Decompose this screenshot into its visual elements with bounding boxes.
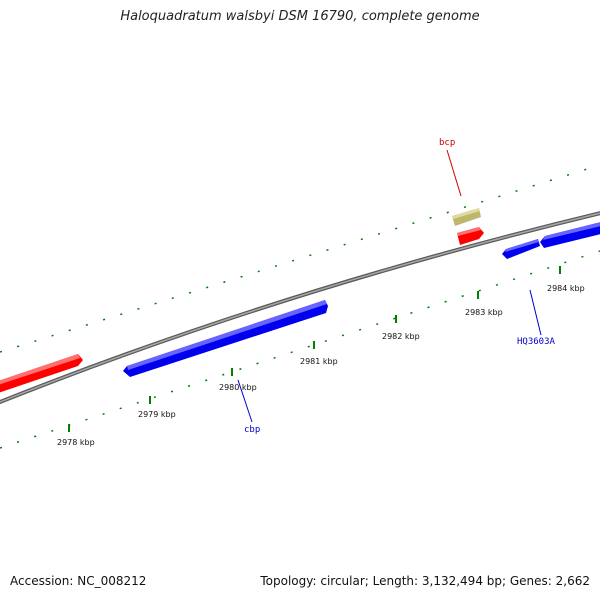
accession-text: Accession: NC_008212: [10, 574, 147, 588]
major-ticks: [68, 266, 561, 432]
tick-label-2978: 2978 kbp: [57, 438, 95, 447]
hq3603a-connector: [529, 289, 542, 336]
gene-cbp[interactable]: [123, 300, 328, 377]
map-title: Haloquadratum walsbyi DSM 16790, complet…: [120, 9, 480, 24]
bcp-connector: [446, 149, 462, 197]
gene-other[interactable]: [452, 208, 481, 226]
tick-label-2983: 2983 kbp: [465, 308, 503, 317]
gene-label-hq3603a: HQ3603A: [517, 337, 556, 347]
genome-summary-text: Topology: circular; Length: 3,132,494 bp…: [260, 574, 590, 588]
genome-backbone-highlight: [0, 212, 600, 403]
genome-backbone: [0, 211, 600, 405]
tick-label-2980: 2980 kbp: [219, 383, 257, 392]
lower-tick-row: [0, 250, 600, 449]
gene-forward-left[interactable]: [0, 354, 83, 394]
gene-bcp[interactable]: [457, 227, 484, 245]
tick-label-2979: 2979 kbp: [138, 410, 176, 419]
tick-label-2982: 2982 kbp: [382, 332, 420, 341]
upper-tick-row: [0, 164, 600, 353]
gene-label-cbp: cbp: [244, 425, 260, 435]
gene-hq3603a[interactable]: [502, 239, 540, 259]
gene-label-bcp: bcp: [439, 138, 455, 148]
cbp-connector: [237, 379, 253, 423]
tick-label-2981: 2981 kbp: [300, 357, 338, 366]
tick-label-2984: 2984 kbp: [547, 284, 585, 293]
gene-reverse-right[interactable]: [540, 221, 600, 248]
